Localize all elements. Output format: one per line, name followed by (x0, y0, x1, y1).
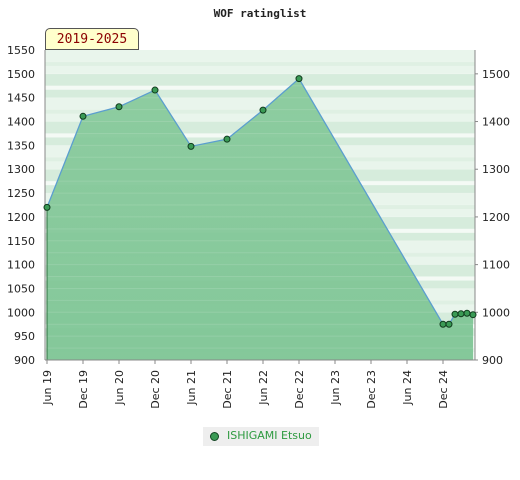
x-tick-label: Jun 21 (185, 370, 198, 406)
y-tick-label-left: 1400 (7, 116, 35, 129)
y-tick-label-left: 1000 (7, 306, 35, 319)
x-tick-label: Jun 19 (41, 370, 54, 406)
y-tick-label-left: 1050 (7, 282, 35, 295)
data-point (295, 75, 303, 83)
period-label: 2019-2025 (56, 32, 128, 47)
band-stripe (45, 61, 475, 66)
x-tick-label: Jun 20 (113, 370, 126, 406)
x-axis: Jun 19 Dec 19 Jun 20 Dec 20 Jun 21 Dec 21 Jun … (41, 360, 450, 409)
x-tick-label: Dec 19 (77, 370, 90, 409)
legend-marker-icon (210, 432, 219, 441)
legend-label: ISHIGAMI Etsuo (227, 429, 312, 442)
data-point (223, 135, 231, 143)
x-tick-label: Dec 23 (365, 370, 378, 409)
x-tick-label: Dec 24 (437, 370, 450, 409)
data-point (43, 203, 51, 211)
band-stripe (45, 85, 475, 90)
y-tick-label-left: 1100 (7, 259, 35, 272)
x-tick-label: Jun 22 (257, 370, 270, 406)
data-point (151, 86, 159, 94)
x-tick-label: Dec 22 (293, 370, 306, 409)
y-tick-label-left: 1500 (7, 68, 35, 81)
y-tick-label-right: 900 (482, 354, 503, 367)
data-point (445, 320, 453, 328)
y-tick-label-right: 1500 (482, 68, 510, 81)
y-tick-label-left: 1150 (7, 235, 35, 248)
y-tick-label-left: 1200 (7, 211, 35, 224)
y-tick-label-left: 1450 (7, 92, 35, 105)
data-point (439, 320, 447, 328)
y-tick-label-left: 1250 (7, 187, 35, 200)
rating-area (45, 61, 475, 360)
y-tick-label-right: 1100 (482, 259, 510, 272)
y-tick-label-right: 1300 (482, 163, 510, 176)
y-tick-label-left: 1300 (7, 163, 35, 176)
y-tick-label-right: 1000 (482, 306, 510, 319)
data-point (451, 310, 459, 318)
data-point (259, 106, 267, 114)
data-point (463, 309, 471, 317)
y-tick-label-left: 900 (14, 354, 35, 367)
y-tick-label-left: 1350 (7, 139, 35, 152)
y-tick-label-right: 1200 (482, 211, 510, 224)
y-axis-right: 900 1000 1100 1200 1300 1400 1500 (475, 68, 510, 367)
rating-points (43, 75, 477, 328)
y-tick-label-left: 1550 (7, 44, 35, 57)
y-tick-label-right: 1400 (482, 116, 510, 129)
y-tick-label-left: 950 (14, 330, 35, 343)
x-tick-label: Jun 23 (329, 370, 342, 406)
data-point (457, 310, 465, 318)
data-point (187, 142, 195, 150)
area-fill (47, 78, 473, 360)
chart-title: WOF ratinglist (214, 7, 307, 20)
x-tick-label: Dec 20 (149, 370, 162, 409)
data-point (79, 112, 87, 120)
data-point (469, 311, 477, 319)
y-axis-left: 900 950 1000 1050 1100 1150 1200 1250 1300 1350 14… (7, 44, 35, 367)
x-tick-label: Jun 24 (401, 370, 414, 406)
x-tick-label: Dec 21 (221, 370, 234, 409)
legend: ISHIGAMI Etsuo (203, 427, 319, 446)
data-point (115, 103, 123, 111)
period-label-box: 2019-2025 (45, 28, 139, 50)
